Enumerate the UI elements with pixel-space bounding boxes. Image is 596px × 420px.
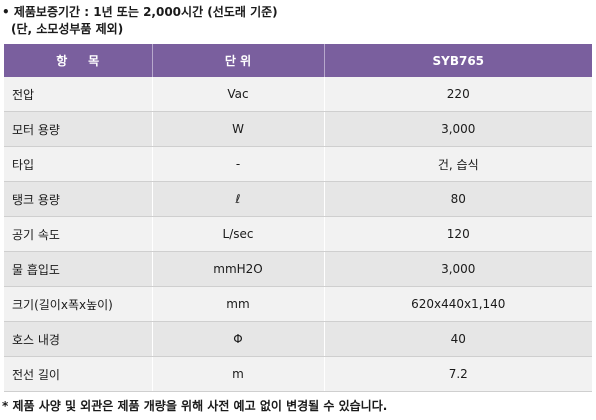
- table-row: 물 흡입도 mmH2O 3,000: [4, 251, 592, 287]
- row-unit: mmH2O: [152, 251, 325, 287]
- row-item: 호스 내경: [4, 321, 153, 357]
- table-row: 전선 길이 m 7.2: [4, 356, 592, 392]
- row-value: 7.2: [324, 356, 592, 392]
- table-row: 모터 용량 W 3,000: [4, 111, 592, 147]
- row-unit: Vac: [152, 77, 325, 112]
- table-row: 탱크 용량 ℓ 80: [4, 181, 592, 217]
- warranty-note-line2: (단, 소모성부품 제외): [11, 22, 124, 36]
- spec-table: 항 목 단 위 SYB765 전압 Vac 220 모터 용량 W 3,000 …: [4, 44, 592, 392]
- row-value: 620x440x1,140: [324, 286, 592, 322]
- row-item: 전압: [4, 77, 153, 112]
- row-item: 모터 용량: [4, 111, 153, 147]
- row-item: 탱크 용량: [4, 181, 153, 217]
- row-unit: Φ: [152, 321, 325, 357]
- table-row: 공기 속도 L/sec 120: [4, 216, 592, 252]
- warranty-note: • 제품보증기간 : 1년 또는 2,000시간 (선도래 기준) (단, 소모…: [2, 4, 278, 38]
- row-unit: L/sec: [152, 216, 325, 252]
- row-value: 3,000: [324, 111, 592, 147]
- warranty-note-line1: • 제품보증기간 : 1년 또는 2,000시간 (선도래 기준): [2, 5, 278, 19]
- header-item: 항 목: [4, 44, 153, 77]
- table-row: 타입 - 건, 습식: [4, 146, 592, 182]
- row-unit: -: [152, 146, 325, 182]
- header-unit: 단 위: [152, 44, 325, 77]
- row-value: 건, 습식: [324, 146, 592, 182]
- row-unit: m: [152, 356, 325, 392]
- row-unit: W: [152, 111, 325, 147]
- row-item: 물 흡입도: [4, 251, 153, 287]
- row-value: 220: [324, 77, 592, 112]
- spec-table-header-row: 항 목 단 위 SYB765: [4, 44, 592, 77]
- header-model: SYB765: [324, 44, 592, 77]
- row-value: 120: [324, 216, 592, 252]
- row-item: 전선 길이: [4, 356, 153, 392]
- row-unit: mm: [152, 286, 325, 322]
- row-unit: ℓ: [152, 181, 325, 217]
- disclaimer-note: * 제품 사양 및 외관은 제품 개량을 위해 사전 예고 없이 변경될 수 있…: [2, 399, 388, 413]
- row-item: 타입: [4, 146, 153, 182]
- table-row: 전압 Vac 220: [4, 77, 592, 112]
- row-value: 80: [324, 181, 592, 217]
- row-value: 3,000: [324, 251, 592, 287]
- table-row: 크기(길이x폭x높이) mm 620x440x1,140: [4, 286, 592, 322]
- table-row: 호스 내경 Φ 40: [4, 321, 592, 357]
- row-item: 공기 속도: [4, 216, 153, 252]
- row-value: 40: [324, 321, 592, 357]
- row-item: 크기(길이x폭x높이): [4, 286, 153, 322]
